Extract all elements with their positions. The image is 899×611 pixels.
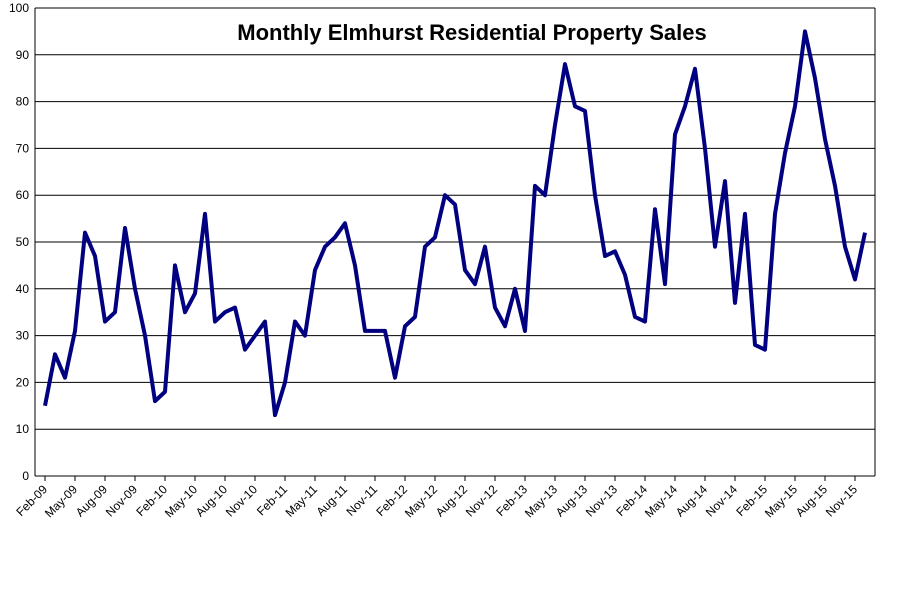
- x-tick-label: Nov-11: [343, 482, 380, 519]
- data-line: [43, 29, 867, 418]
- x-tick-label: May-12: [402, 482, 440, 520]
- x-tick-label: May-11: [283, 482, 321, 520]
- y-tick-label: 50: [16, 235, 30, 249]
- y-tick-label: 90: [16, 48, 30, 62]
- y-tick-label: 0: [22, 469, 29, 483]
- y-tick-label: 80: [16, 95, 30, 109]
- y-tick-label: 30: [16, 329, 30, 343]
- y-tick-label: 60: [16, 188, 30, 202]
- y-tick-label: 70: [16, 141, 30, 155]
- x-tick-label: Nov-14: [703, 482, 740, 519]
- y-tick-label: 100: [9, 1, 29, 15]
- x-tick-label: Aug-12: [433, 482, 470, 519]
- x-tick-label: May-10: [162, 482, 200, 520]
- y-tick-label: 40: [16, 282, 30, 296]
- chart-title: Monthly Elmhurst Residential Property Sa…: [237, 20, 706, 45]
- x-tick-label: Aug-15: [793, 482, 830, 519]
- x-tick-label: May-09: [42, 482, 80, 520]
- x-tick-label: Aug-13: [553, 482, 590, 519]
- x-tick-label: Nov-15: [823, 482, 860, 519]
- x-tick-label: Aug-11: [313, 482, 350, 519]
- x-tick-label: Nov-13: [583, 482, 620, 519]
- y-tick-label: 20: [16, 375, 30, 389]
- x-tick-label: Nov-12: [463, 482, 500, 519]
- x-tick-label: Aug-09: [73, 482, 110, 519]
- x-tick-label: Nov-10: [223, 482, 260, 519]
- x-tick-label: May-15: [762, 482, 800, 520]
- y-tick-label: 10: [16, 422, 30, 436]
- x-tick-label: Aug-10: [193, 482, 230, 519]
- x-tick-label: May-14: [642, 482, 680, 520]
- x-tick-label: May-13: [522, 482, 560, 520]
- x-tick-label: Aug-14: [673, 482, 710, 519]
- x-tick-label: Nov-09: [103, 482, 140, 519]
